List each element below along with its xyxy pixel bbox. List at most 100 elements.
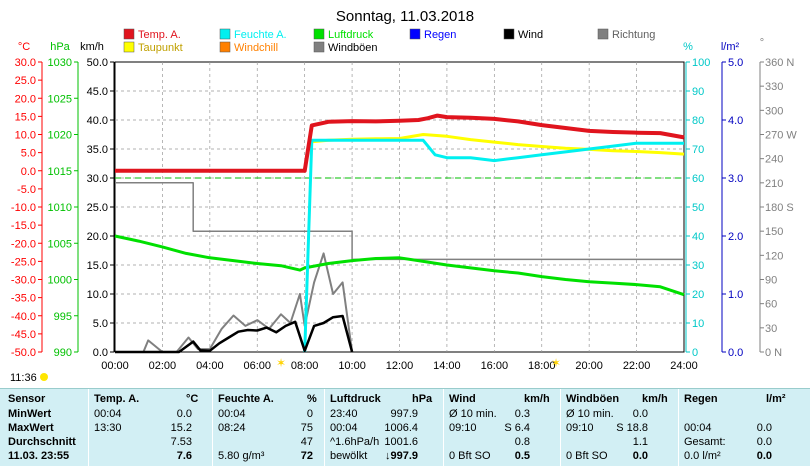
legend-swatch [409, 28, 421, 40]
direction-tick-label: 360 N [765, 57, 794, 69]
humidity-tick-label: 90 [692, 86, 704, 98]
wind-tick-label: 45.0 [87, 86, 108, 98]
weather-chart: Sonntag, 11.03.2018 Temp. A.Taupunkt Feuc… [11, 8, 797, 372]
legend-label: Luftdruck [328, 29, 374, 41]
series-wind [115, 314, 354, 354]
table-cell: 09:10 [566, 422, 594, 434]
legend-label: Feuchte A. [234, 29, 287, 41]
table-cell: 0.8 [514, 436, 530, 448]
humidity-tick-label: 60 [692, 173, 704, 185]
rain-tick-label: 2.0 [728, 231, 743, 243]
chart-title: Sonntag, 11.03.2018 [336, 8, 474, 25]
series-luftdruck [114, 234, 685, 297]
table-cell: 0.0 [756, 436, 772, 448]
series-lines [114, 113, 685, 354]
table-cell: 23:40 [330, 408, 358, 420]
current-time: 11:36 [10, 372, 37, 384]
temp-tick-label: 20.0 [15, 93, 36, 105]
wind-tick-label: 10.0 [87, 289, 108, 301]
legend-swatch [219, 28, 231, 40]
legend-label: Regen [424, 29, 456, 41]
legend-swatch [503, 28, 515, 40]
series-temp-a [115, 113, 685, 173]
legend-label: Windböen [328, 42, 378, 54]
table-cell: 00:04 [684, 422, 712, 434]
header-temp-unit: °C [186, 393, 199, 405]
axis-units: °C hPa km/h % l/m² ° [18, 37, 764, 53]
temp-tick-label: -50.0 [11, 347, 36, 359]
table-row: MinWert 00:04 0.0 00:04 0 23:40 997.9 Ø 10 min.… [0, 407, 810, 422]
table-cell: 47 [300, 436, 313, 448]
humidity-tick-label: 20 [692, 289, 704, 301]
humidity-tick-label: 10 [692, 318, 704, 330]
legend-swatch [219, 41, 231, 53]
header-rain-unit: l/m² [766, 393, 786, 405]
table-cell: 0.0 l/m² [684, 450, 721, 462]
x-tick-label: 06:00 [243, 360, 271, 372]
table-cell: 1001.6 [384, 436, 418, 448]
table-cell: 5.80 g/m³ [218, 450, 265, 462]
table-cell: 00:04 [94, 408, 122, 420]
row-label: MinWert [8, 408, 52, 420]
table-cell: S 6.4 [504, 422, 530, 434]
temp-tick-label: -15.0 [11, 220, 36, 232]
row-label: 11.03. 23:55 [8, 450, 70, 462]
temp-unit: °C [18, 41, 30, 53]
table-row: 11.03. 23:55 7.6 5.80 g/m³ 72 bewölkt ↓997.9 0… [0, 449, 810, 464]
header-wind-unit: km/h [524, 393, 550, 405]
wind-tick-label: 5.0 [93, 318, 108, 330]
header-pressure-unit: hPa [412, 393, 433, 405]
pressure-unit: hPa [50, 41, 70, 53]
temp-tick-label: 25.0 [15, 75, 36, 87]
sunrise-icon: ✶ [276, 356, 287, 370]
temp-tick-label: 30.0 [15, 57, 36, 69]
direction-tick-label: 180 S [765, 202, 794, 214]
direction-tick-label: 240 [765, 154, 783, 166]
wind-tick-label: 20.0 [87, 231, 108, 243]
table-cell: 0 Bft SO [449, 450, 491, 462]
table-cell: 09:10 [449, 422, 477, 434]
humidity-tick-label: 70 [692, 144, 704, 156]
table-cell: 08:24 [218, 422, 246, 434]
direction-tick-label: 60 [765, 299, 777, 311]
x-tick-label: 00:00 [101, 360, 129, 372]
pressure-tick-label: 1030 [48, 57, 72, 69]
pressure-tick-label: 1015 [48, 166, 72, 178]
x-tick-label: 14:00 [433, 360, 461, 372]
header-sensor: Sensor [8, 393, 46, 405]
pressure-tick-label: 990 [54, 347, 72, 359]
x-tick-label: 24:00 [670, 360, 698, 372]
legend-swatch [313, 28, 325, 40]
table-cell: 0.0 [756, 422, 772, 434]
header-pressure: Luftdruck [330, 393, 381, 405]
temp-tick-label: -35.0 [11, 293, 36, 305]
temp-tick-label: -5.0 [17, 184, 36, 196]
legend: Temp. A.Taupunkt Feuchte A.Windchill Luftd… [123, 28, 655, 54]
legend-label: Taupunkt [138, 42, 183, 54]
legend-label: Wind [518, 29, 543, 41]
direction-tick-label: 30 [765, 323, 777, 335]
humidity-tick-label: 0 [692, 347, 698, 359]
direction-unit: ° [760, 37, 764, 49]
humidity-tick-label: 40 [692, 231, 704, 243]
time-strip: 11:36 ✶ ✶ [0, 356, 810, 388]
temp-tick-label: 15.0 [15, 111, 36, 123]
x-tick-label: 20:00 [575, 360, 603, 372]
temp-tick-label: -10.0 [11, 202, 36, 214]
x-tick-label: 12:00 [386, 360, 414, 372]
legend-swatch [123, 41, 135, 53]
pressure-tick-label: 1005 [48, 238, 72, 250]
humidity-tick-label: 80 [692, 115, 704, 127]
legend-label: Temp. A. [138, 29, 181, 41]
wind-unit: km/h [80, 41, 104, 53]
table-cell: S 18.8 [616, 422, 648, 434]
table-cell: Gesamt: [684, 436, 726, 448]
x-tick-label: 10:00 [338, 360, 366, 372]
temp-tick-label: -45.0 [11, 329, 36, 341]
wind-tick-label: 50.0 [87, 57, 108, 69]
direction-tick-label: 300 [765, 105, 783, 117]
pressure-tick-label: 1025 [48, 93, 72, 105]
x-tick-label: 04:00 [196, 360, 224, 372]
table-cell: 15.2 [170, 422, 192, 434]
header-gusts-unit: km/h [642, 393, 668, 405]
